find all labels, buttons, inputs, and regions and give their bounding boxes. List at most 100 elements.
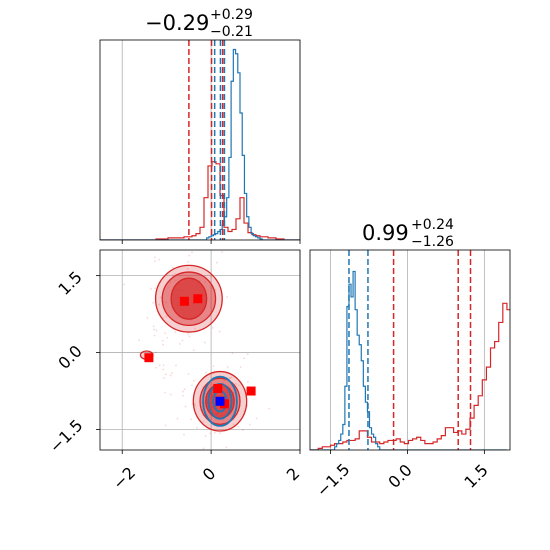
- sample-dot: [194, 404, 197, 407]
- sample-dot: [152, 301, 154, 304]
- sample-dot: [214, 462, 216, 464]
- sample-dot: [230, 376, 233, 379]
- scatter-x-tick-label: 2: [283, 464, 304, 485]
- scatter-y-tick-labels: 1.5 0.0 −1.5: [46, 267, 87, 456]
- sample-dot: [186, 268, 189, 270]
- sample-dot: [188, 335, 191, 338]
- right-x-tick-labels: −1.5 0.0 1.5: [313, 460, 492, 501]
- sample-dot: [213, 431, 216, 434]
- sample-dot: [191, 384, 193, 387]
- sample-dot: [232, 423, 235, 426]
- sample-dot: [207, 386, 210, 389]
- sample-dot: [195, 426, 198, 429]
- sample-dot: [248, 423, 251, 426]
- sample-dot: [181, 394, 184, 397]
- sample-dot: [198, 279, 201, 282]
- sample-dot: [123, 283, 125, 286]
- sample-dot: [214, 289, 217, 291]
- sample-dot: [155, 366, 158, 369]
- top-frame: [99, 39, 301, 241]
- sample-dot: [183, 433, 185, 436]
- sample-dot: [158, 303, 161, 306]
- red-square-marker: [246, 386, 256, 396]
- top-title-plus: +0.29: [210, 7, 253, 23]
- sample-dot: [255, 417, 258, 420]
- sample-dot: [194, 327, 196, 330]
- sample-dot: [212, 365, 215, 368]
- scatter-y-tick-label: 1.5: [54, 267, 85, 298]
- scatter-y-tick-label: 0.0: [54, 341, 85, 372]
- right-title: 0.99 +0.24 −1.26: [362, 217, 454, 250]
- sample-dot: [192, 379, 195, 382]
- sample-dot: [162, 316, 165, 319]
- sample-dot: [153, 256, 156, 259]
- sample-dot: [174, 279, 177, 282]
- sample-dot: [218, 330, 221, 333]
- sample-dot: [219, 432, 222, 435]
- sample-dot: [226, 296, 229, 298]
- sample-dot: [229, 386, 232, 389]
- right-red-histogram: [310, 302, 510, 450]
- scatter-x-tick-label: −2: [109, 463, 139, 493]
- top-blue-histogram: [100, 48, 300, 240]
- right-histogram-panel: [309, 249, 511, 454]
- right-x-tick-label: −1.5: [313, 460, 354, 501]
- sample-dot: [226, 366, 229, 369]
- sample-dot: [188, 254, 191, 257]
- sample-dot: [174, 331, 177, 334]
- sample-dot: [215, 451, 217, 453]
- red-square-marker: [193, 294, 203, 304]
- sample-dot: [164, 391, 166, 394]
- sample-dot: [187, 333, 190, 336]
- sample-dot: [245, 388, 247, 391]
- sample-dot: [162, 343, 165, 346]
- sample-dot: [233, 391, 236, 394]
- sample-dot: [159, 296, 162, 299]
- top-histogram-panel: [99, 39, 301, 244]
- sample-dot: [171, 266, 174, 269]
- top-title-median: −0.29: [145, 11, 209, 35]
- sample-dot: [221, 251, 223, 253]
- sample-dot: [158, 364, 161, 367]
- sample-dot: [166, 336, 169, 339]
- top-title: −0.29 +0.29 −0.21: [145, 7, 253, 40]
- sample-dot: [202, 420, 205, 423]
- sample-dot: [171, 372, 173, 375]
- sample-dot: [161, 339, 164, 342]
- sample-dot: [191, 251, 193, 254]
- sample-dot: [204, 371, 207, 374]
- sample-dot: [228, 377, 231, 379]
- sample-dot: [241, 429, 244, 432]
- right-x-tick-label: 1.5: [460, 460, 491, 491]
- sample-dot: [209, 432, 212, 435]
- scatter-x-tick-labels: −2 0 2: [109, 463, 303, 493]
- red-square-marker: [144, 353, 154, 363]
- sample-dot: [162, 301, 165, 304]
- sample-dot: [174, 273, 176, 275]
- sample-dot: [153, 334, 156, 337]
- sample-dot: [165, 315, 168, 318]
- sample-dot: [176, 417, 179, 420]
- sample-dot: [138, 339, 141, 342]
- sample-dot: [164, 332, 167, 335]
- right-blue-histogram: [310, 270, 507, 450]
- sample-dot: [222, 418, 225, 421]
- right-frame: [309, 249, 511, 451]
- sample-dot: [237, 425, 240, 428]
- right-title-minus: −1.26: [411, 234, 454, 250]
- right-title-median: 0.99: [362, 221, 409, 245]
- sample-dot: [187, 372, 190, 375]
- sample-dot: [149, 287, 152, 290]
- scatter-y-tick-label: −1.5: [46, 416, 87, 457]
- sample-dot: [181, 339, 184, 342]
- sample-dot: [169, 281, 172, 284]
- right-x-tick-label: 0.0: [384, 460, 415, 491]
- sample-dot: [178, 343, 181, 345]
- top-plot-area: [100, 40, 300, 240]
- sample-dot: [154, 351, 157, 354]
- sample-dot: [169, 393, 172, 396]
- sample-dot: [215, 261, 218, 264]
- sample-dot: [172, 274, 174, 277]
- sample-dot: [164, 424, 167, 427]
- sample-dot: [164, 373, 167, 376]
